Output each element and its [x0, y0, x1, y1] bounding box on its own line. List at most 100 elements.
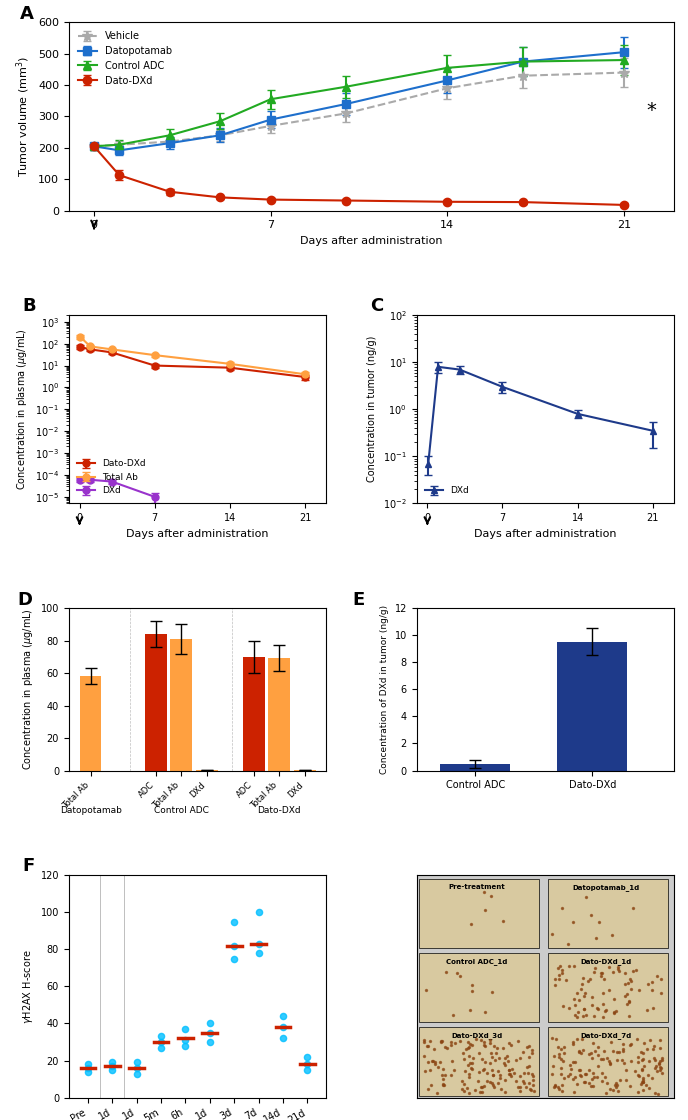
Point: [557, 998, 568, 1016]
Point: [638, 1073, 649, 1091]
Point: [479, 1004, 490, 1021]
Point: [597, 1049, 608, 1067]
Point: [131, 1060, 142, 1077]
Point: [499, 1056, 510, 1074]
Point: [557, 961, 568, 979]
Point: [588, 1068, 599, 1086]
Point: [621, 995, 632, 1012]
Point: [439, 1066, 450, 1084]
Point: [611, 1052, 622, 1070]
Point: [626, 1052, 637, 1070]
Point: [440, 1038, 451, 1056]
Point: [497, 1038, 508, 1056]
Point: [633, 1053, 644, 1071]
Point: [619, 964, 630, 982]
Point: [518, 1043, 529, 1061]
Point: [553, 970, 564, 988]
Point: [503, 1061, 514, 1079]
Point: [524, 1057, 535, 1075]
Point: [644, 1079, 655, 1096]
Point: [618, 1054, 629, 1072]
Point: [466, 977, 477, 995]
Point: [556, 1065, 567, 1083]
Point: [587, 988, 598, 1006]
Point: [570, 1006, 581, 1024]
Point: [504, 1035, 515, 1053]
Point: [204, 1033, 215, 1051]
Point: [107, 1057, 118, 1075]
Point: [458, 1075, 469, 1093]
Point: [612, 1044, 623, 1062]
Point: [587, 997, 598, 1015]
Point: [555, 956, 566, 974]
Point: [477, 1079, 488, 1096]
Y-axis label: Tumor volume (mm$^3$): Tumor volume (mm$^3$): [15, 56, 32, 177]
Point: [434, 1054, 445, 1072]
Point: [467, 1049, 478, 1067]
Point: [561, 971, 572, 989]
Point: [643, 974, 654, 992]
Point: [632, 1030, 643, 1048]
Point: [625, 972, 636, 990]
Point: [567, 914, 578, 932]
Point: [637, 1044, 648, 1062]
Point: [457, 1081, 468, 1099]
Point: [597, 1008, 608, 1026]
Text: Dato-DXd_1d: Dato-DXd_1d: [581, 959, 632, 965]
FancyBboxPatch shape: [548, 953, 668, 1021]
Point: [629, 1062, 640, 1080]
Point: [580, 1065, 591, 1083]
Point: [496, 1080, 507, 1098]
Point: [83, 1055, 94, 1073]
Point: [636, 1075, 647, 1093]
Point: [587, 1077, 598, 1095]
Point: [462, 1039, 473, 1057]
Point: [83, 1060, 94, 1077]
Point: [649, 1049, 660, 1067]
Bar: [145, 634, 166, 771]
Point: [423, 1037, 434, 1055]
Point: [522, 1058, 533, 1076]
Point: [436, 1033, 447, 1051]
Point: [649, 1037, 660, 1055]
Point: [609, 990, 620, 1008]
Point: [510, 1051, 521, 1068]
Point: [131, 1054, 142, 1072]
Point: [632, 1083, 643, 1101]
Point: [506, 1061, 517, 1079]
Point: [546, 1065, 557, 1083]
Point: [437, 1061, 448, 1079]
Point: [484, 1054, 495, 1072]
Text: Dato-DXd_3d: Dato-DXd_3d: [451, 1033, 503, 1039]
Point: [598, 996, 609, 1014]
Text: F: F: [23, 857, 34, 875]
Point: [463, 1067, 474, 1085]
Point: [475, 1083, 486, 1101]
Point: [556, 1039, 567, 1057]
Point: [576, 1066, 587, 1084]
Point: [427, 1052, 438, 1070]
Point: [557, 899, 568, 917]
Point: [556, 964, 567, 982]
Point: [581, 1006, 592, 1024]
Point: [418, 1032, 429, 1049]
Point: [619, 988, 630, 1006]
Point: [652, 1085, 663, 1103]
Point: [204, 1015, 215, 1033]
Point: [610, 1002, 621, 1020]
Point: [599, 970, 610, 988]
Point: [608, 1081, 619, 1099]
Text: Pre-treatment: Pre-treatment: [449, 884, 506, 890]
Point: [488, 1066, 499, 1084]
Point: [486, 1048, 497, 1066]
Point: [643, 1066, 654, 1084]
Point: [608, 1042, 619, 1060]
Point: [591, 1067, 602, 1085]
Point: [596, 964, 607, 982]
Point: [656, 1052, 667, 1070]
Point: [494, 1070, 505, 1088]
Point: [583, 1062, 594, 1080]
Point: [472, 1072, 483, 1090]
Point: [555, 1060, 566, 1077]
Point: [491, 1038, 502, 1056]
